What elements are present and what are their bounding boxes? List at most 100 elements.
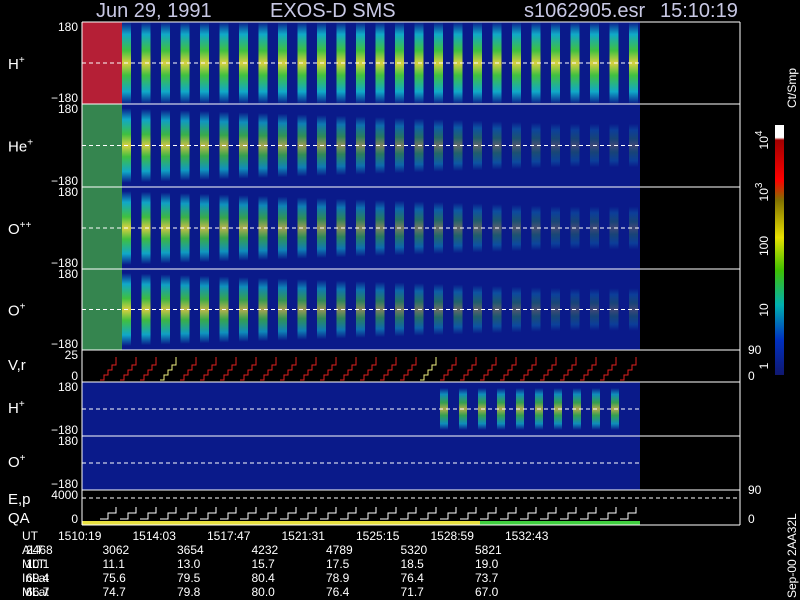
y-tick-label: 180 [58, 102, 78, 116]
panel-label-base: He [8, 139, 27, 156]
spectrogram-burst [161, 22, 170, 104]
y-tick-label: −180 [51, 256, 78, 270]
spectrogram-burst [551, 22, 560, 104]
staircase [140, 357, 157, 381]
staircase [580, 507, 597, 520]
y-tick-label: 180 [58, 434, 78, 448]
panel-label-base: H [8, 56, 19, 73]
panel-label: O++ [8, 220, 32, 238]
spectrogram-burst [531, 205, 541, 251]
staircase [440, 357, 457, 381]
row-value: 69.4 [26, 571, 50, 585]
row-value: 18.5 [401, 557, 425, 571]
spectrogram-burst [161, 109, 170, 182]
row-value: 76.4 [401, 571, 425, 585]
panel-label: QA [8, 510, 30, 527]
spectrogram-burst [434, 22, 443, 104]
spectrogram-burst [551, 123, 560, 168]
row-value: 5821 [475, 543, 502, 557]
stamp: Sep-00 2AA32L [785, 513, 799, 598]
staircase [500, 507, 517, 520]
staircase [520, 357, 537, 381]
staircase [340, 507, 357, 520]
spectrogram-burst [453, 22, 463, 104]
row-value: 13.0 [177, 557, 201, 571]
staircase [120, 357, 137, 381]
spectrogram-burst [440, 388, 448, 430]
spectrogram-burst [453, 202, 463, 254]
staircase [380, 507, 397, 520]
row-value: 1532:43 [505, 529, 549, 543]
colorbar-unit: Ct/Smp [785, 68, 799, 108]
spectrogram-burst [531, 122, 541, 169]
staircase [320, 357, 337, 381]
row-value: 71.7 [401, 585, 425, 599]
row-value: 1528:59 [431, 529, 475, 543]
row-value: 79.5 [177, 571, 201, 585]
staircase [300, 357, 317, 381]
row-value: 11.1 [103, 557, 126, 571]
row-value: 15.7 [252, 557, 276, 571]
staircase [380, 357, 397, 381]
row-name: InLat [22, 571, 49, 585]
staircase [240, 507, 257, 520]
row-value: 74.7 [103, 585, 127, 599]
staircase [540, 507, 557, 520]
spectrogram-burst [278, 278, 287, 341]
panel-label-base: E,p [8, 491, 31, 508]
staircase [100, 507, 117, 520]
staircase [400, 507, 417, 520]
y2-tick-label: 0 [748, 512, 755, 526]
colorbar-tick-label-base: 100 [757, 236, 771, 256]
colorbar-tick-label-base: 10 [757, 136, 771, 150]
row-name: UT [22, 529, 39, 543]
spectrogram-burst [356, 281, 365, 338]
panel-label: H+ [8, 399, 25, 417]
spectrogram-band [82, 22, 122, 104]
spectrogram-burst [551, 287, 560, 332]
colorbar-tick-label: 10 [757, 303, 771, 317]
y2-tick-label: 90 [748, 343, 762, 357]
spectrogram-burst [356, 22, 365, 104]
spectrogram-burst [531, 287, 541, 332]
staircase [200, 507, 217, 520]
staircase [320, 507, 337, 520]
panel-label: E,p [8, 491, 31, 508]
staircase [400, 357, 417, 381]
spectrogram-burst [180, 193, 190, 263]
staircase [340, 357, 357, 381]
spectrogram-burst [278, 196, 287, 260]
spectrogram-band [82, 269, 122, 350]
panel-label-base: V,r [8, 357, 26, 374]
staircase [620, 357, 637, 381]
spectrogram-burst [180, 275, 190, 344]
time: 15:10:19 [660, 0, 738, 22]
panel-label: V,r [8, 357, 26, 374]
spectrogram-burst [258, 277, 268, 342]
y-tick-label: −180 [51, 477, 78, 491]
row-value: 73.7 [475, 571, 499, 585]
row-value: 3654 [177, 543, 204, 557]
colorbar-tick-label-sup: 3 [754, 182, 765, 188]
row-value: 3062 [103, 543, 130, 557]
row-value: 1521:31 [282, 529, 326, 543]
row-value: 5320 [401, 543, 428, 557]
staircase [560, 357, 577, 381]
staircase [600, 357, 617, 381]
staircase [100, 357, 117, 381]
panel-label-sup: + [27, 138, 33, 149]
colorbar-tick-label: 103 [754, 182, 771, 201]
staircase [560, 507, 577, 520]
row-name: MLat [22, 585, 49, 599]
panel-label: He+ [8, 138, 33, 156]
staircase [140, 507, 157, 520]
panel-label-base: O [8, 303, 20, 320]
staircase [420, 357, 437, 381]
staircase [520, 507, 537, 520]
y2-tick-label: 90 [748, 483, 762, 497]
panel-label: O+ [8, 302, 26, 320]
y-tick-label: 0 [71, 369, 78, 383]
spectrogram-burst [531, 22, 541, 104]
y-tick-label: 180 [58, 20, 78, 34]
panel-label-base: H [8, 400, 19, 417]
